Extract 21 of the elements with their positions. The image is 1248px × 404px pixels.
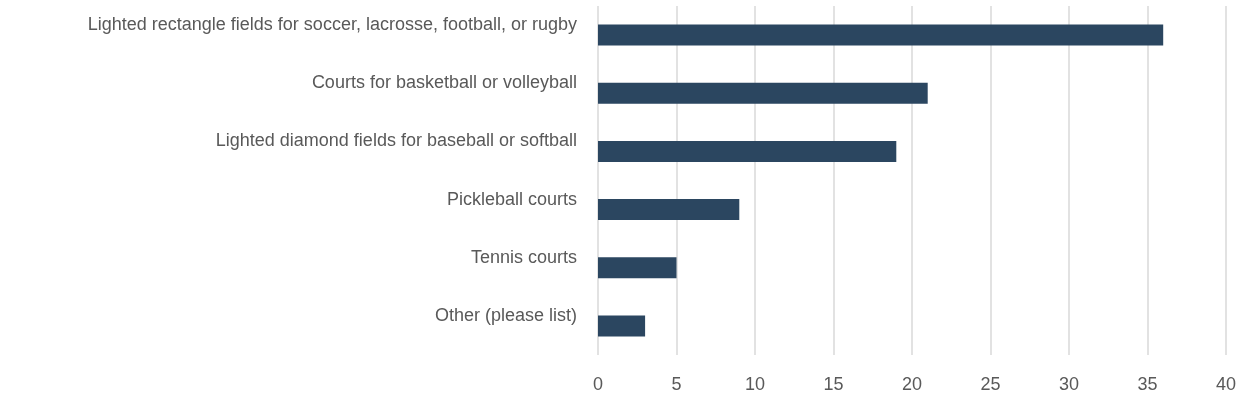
bar bbox=[598, 140, 897, 162]
bar bbox=[598, 82, 928, 104]
y-tick-label: Lighted diamond fields for baseball or softball bbox=[215, 130, 577, 151]
x-tick-label: 25 bbox=[980, 374, 1001, 394]
x-tick-label: 15 bbox=[823, 374, 844, 394]
y-tick-label: Pickleball courts bbox=[446, 188, 577, 209]
x-tick-label: 5 bbox=[671, 374, 682, 394]
bar bbox=[598, 24, 1164, 46]
bar bbox=[598, 199, 740, 221]
y-tick-label: Lighted rectangle fields for soccer, lacrosse, football, or rugby bbox=[87, 14, 577, 35]
bar bbox=[598, 315, 646, 337]
x-tick-label: 0 bbox=[592, 374, 604, 394]
x-tick-label: 40 bbox=[1215, 374, 1237, 394]
bar bbox=[598, 257, 677, 279]
y-tick-label: Other (please list) bbox=[434, 304, 577, 325]
y-tick-label: Courts for basketball or volleyball bbox=[311, 72, 577, 93]
x-tick-label: 35 bbox=[1137, 374, 1158, 394]
x-tick-label: 10 bbox=[744, 374, 766, 394]
x-tick-label: 30 bbox=[1058, 374, 1080, 394]
x-tick-label: 20 bbox=[901, 374, 923, 394]
y-tick-label: Tennis courts bbox=[470, 246, 577, 267]
